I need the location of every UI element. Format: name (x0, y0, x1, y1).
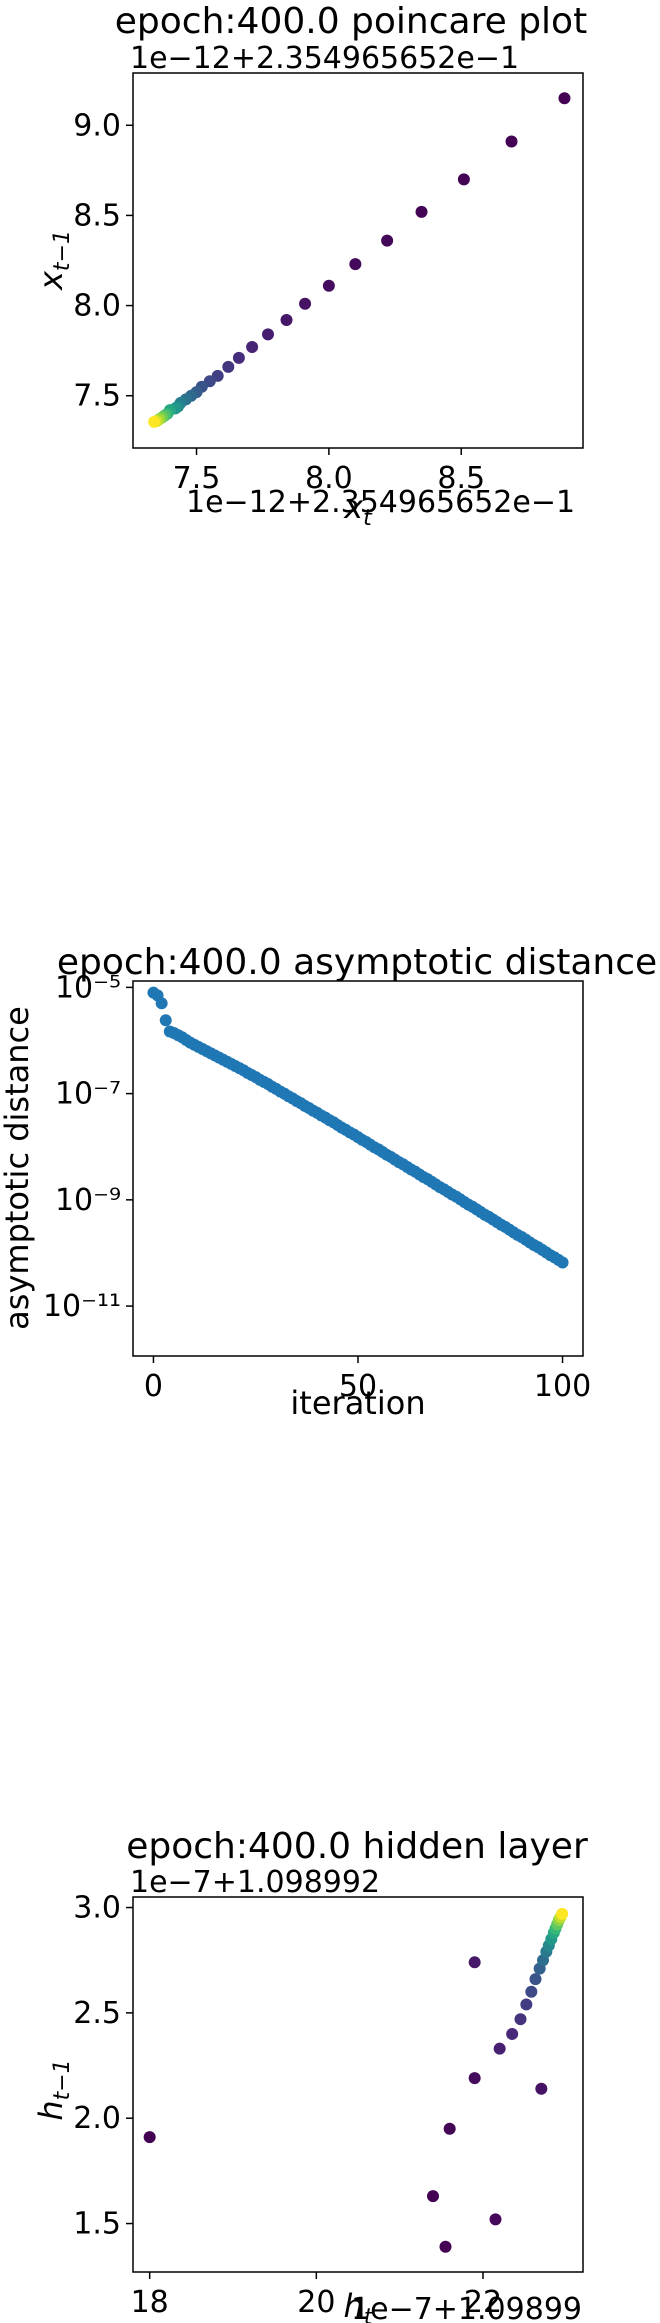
hidden-layer-point (427, 2190, 439, 2203)
y-tick-label: 10⁻⁹ (55, 1183, 121, 1218)
poincare-plot-y-offset-label: 1e−12+2.354965652e−1 (130, 41, 519, 76)
poincare-point (322, 279, 335, 292)
poincare-plot-y-ticks: 7.5 8.0 8.5 9.0 (73, 108, 133, 414)
y-tick-label: 8.0 (73, 289, 121, 324)
distance-point (556, 1256, 569, 1269)
y-tick-label: 2.5 (73, 1996, 121, 2031)
distance-point (159, 1014, 172, 1027)
asymptotic-distance-y-ticks: 10⁻⁵ 10⁻⁷ 10⁻⁹ 10⁻¹¹ (43, 970, 133, 1324)
x-tick-label: 7.5 (173, 461, 221, 496)
hidden-layer-point (535, 2082, 548, 2095)
asymptotic-distance-points (147, 986, 569, 1269)
poincare-point (222, 360, 235, 373)
poincare-point (505, 135, 518, 148)
y-tick-label: 1.5 (73, 2207, 121, 2242)
poincare-plot-x-ticks: 7.5 8.0 8.5 (173, 448, 485, 496)
y-tick-label: 10⁻⁷ (55, 1077, 121, 1112)
hidden-layer-x-offset-label: 1e−7+1.09899 (351, 2292, 582, 2323)
hidden-layer-point (493, 2042, 506, 2055)
hidden-layer-point (439, 2240, 452, 2253)
poincare-point (280, 313, 293, 326)
hidden-layer-point (489, 2213, 502, 2226)
hidden-layer-y-ticks: 1.5 2.0 2.5 3.0 (73, 1891, 133, 2242)
hidden-layer-point (514, 2013, 527, 2026)
x-tick-label: 8.5 (437, 461, 485, 496)
poincare-point (558, 92, 571, 105)
hidden-layer-x-ticks: 18 20 22 (131, 2272, 502, 2320)
asymptotic-distance-title: epoch:400.0 asymptotic distance (57, 942, 657, 983)
asymptotic-distance-x-ticks: 0 50 100 (144, 1356, 591, 1404)
hidden-layer-point (468, 1956, 481, 1969)
x-tick-label: 100 (534, 1369, 591, 1404)
y-tick-label: 9.0 (73, 108, 121, 143)
y-tick-label: 10⁻¹¹ (43, 1289, 121, 1324)
y-tick-label: 8.5 (73, 198, 121, 233)
poincare-plot-points (148, 92, 571, 428)
asymptotic-distance-y-axis-label: asymptotic distance (0, 1006, 36, 1330)
distance-point (155, 997, 168, 1010)
hidden-layer-point (525, 1985, 538, 1998)
hidden-layer-point (556, 1907, 569, 1920)
hidden-layer-point (143, 2131, 156, 2144)
poincare-plot-axes-frame (132, 72, 584, 449)
y-tick-label: 3.0 (73, 1891, 121, 1926)
poincare-point (381, 234, 394, 247)
hidden-layer-y-offset-label: 1e−7+1.098992 (130, 1865, 380, 1900)
poincare-point (457, 173, 470, 186)
x-tick-label: 8.0 (305, 461, 353, 496)
poincare-point (262, 328, 274, 341)
hidden-layer-point (529, 1973, 542, 1986)
y-tick-label: 10⁻⁵ (55, 970, 121, 1005)
y-tick-label: 2.0 (73, 2101, 121, 2136)
x-tick-label: 18 (131, 2285, 169, 2320)
hidden-layer-point (468, 2072, 481, 2085)
asymptotic-distance-x-axis-label: iteration (290, 1384, 425, 1422)
poincare-plot-title: epoch:400.0 poincare plot (115, 1, 587, 42)
hidden-layer-point (506, 2027, 519, 2040)
hidden-layer-axes-frame (132, 1896, 584, 2273)
x-tick-label: 50 (339, 1369, 377, 1404)
hidden-layer-title: epoch:400.0 hidden layer (126, 1826, 588, 1867)
poincare-plot-x-offset-label: 1e−12+2.354965652e−1 (186, 485, 575, 520)
hidden-layer-panel: epoch:400.0 hidden layer 1e−7+1.098992 1… (32, 1826, 588, 2323)
x-tick-label: 22 (464, 2285, 502, 2320)
hidden-layer-point (520, 1998, 533, 2011)
poincare-plot-panel: epoch:400.0 poincare plot 1e−12+2.354965… (32, 1, 587, 531)
poincare-point (415, 205, 428, 218)
hidden-layer-points (143, 1907, 569, 2253)
poincare-point (299, 297, 312, 310)
poincare-point (349, 258, 362, 271)
y-tick-label: 7.5 (73, 379, 121, 414)
x-tick-label: 20 (297, 2285, 335, 2320)
poincare-point (148, 415, 161, 428)
x-tick-label: 0 (144, 1369, 163, 1404)
asymptotic-distance-panel: epoch:400.0 asymptotic distance 0 50 100 1… (0, 942, 657, 1422)
poincare-point (232, 351, 245, 364)
poincare-point (246, 341, 259, 354)
hidden-layer-point (443, 2122, 456, 2135)
